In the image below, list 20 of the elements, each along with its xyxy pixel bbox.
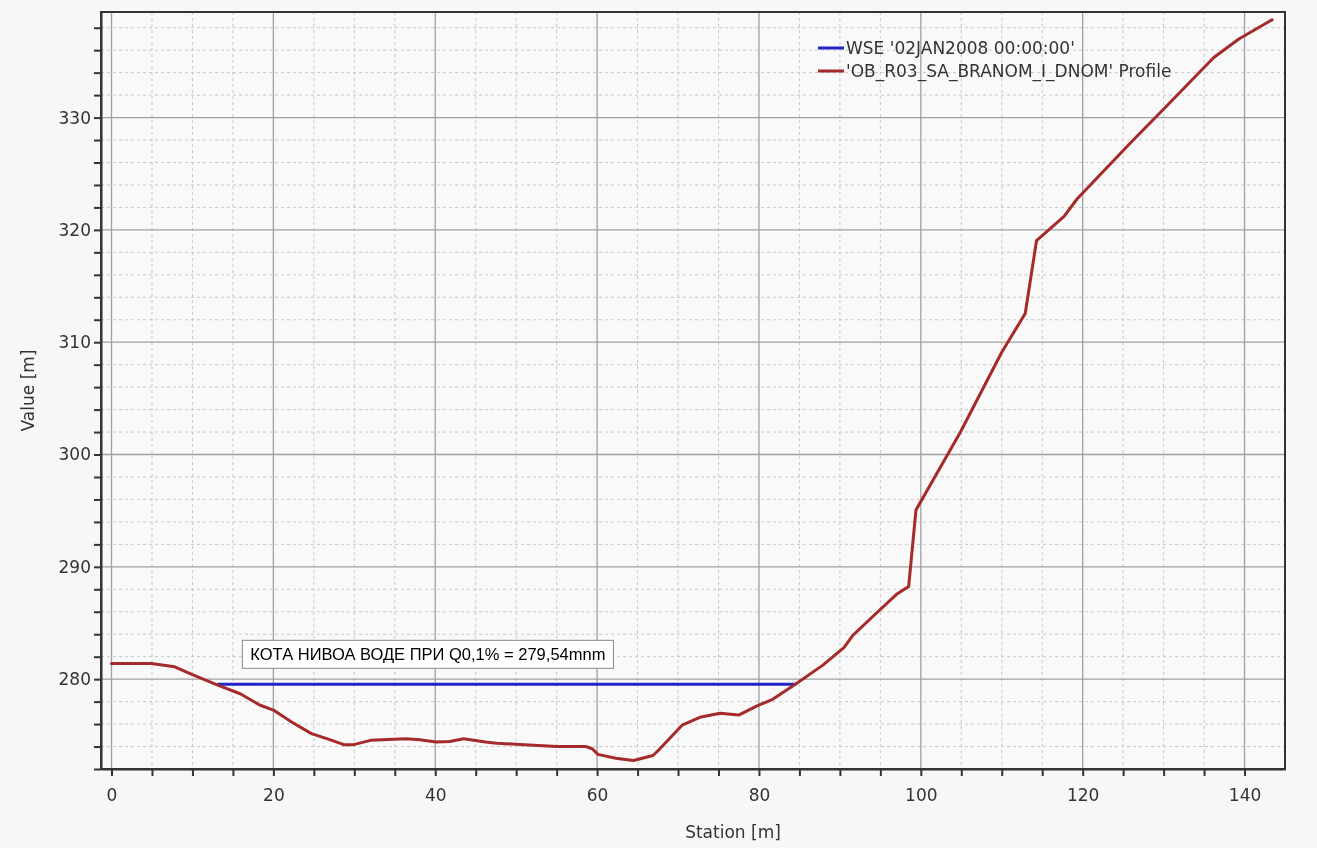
x-tick-label: 60 [586, 785, 609, 806]
x-axis-title: Station [m] [685, 822, 781, 842]
x-tick-label: 0 [106, 785, 118, 806]
y-tick-label: 290 [58, 556, 91, 577]
x-tick-label: 40 [424, 785, 447, 806]
x-tick-label: 120 [1066, 785, 1100, 806]
annotation: КОТА НИВОА ВОДЕ ПРИ Q0,1% = 279,54mnm [250, 645, 606, 664]
x-tick-label: 80 [748, 785, 771, 806]
y-tick-label: 310 [58, 332, 91, 353]
legend-label: 'OB_R03_SA_BRANOM_I_DNOM' Profile [846, 61, 1172, 82]
legend-label: WSE '02JAN2008 00:00:00' [846, 38, 1075, 58]
x-tick-label: 100 [905, 785, 938, 806]
x-tick-label: 140 [1228, 785, 1262, 806]
y-tick-label: 300 [58, 444, 91, 465]
y-tick-label: 330 [58, 107, 91, 128]
y-tick-label: 320 [58, 219, 91, 240]
x-tick-label: 20 [263, 785, 285, 806]
y-tick-label: 280 [58, 669, 91, 690]
line-series [110, 18, 1274, 763]
y-axis-title: Value [m] [18, 349, 38, 432]
